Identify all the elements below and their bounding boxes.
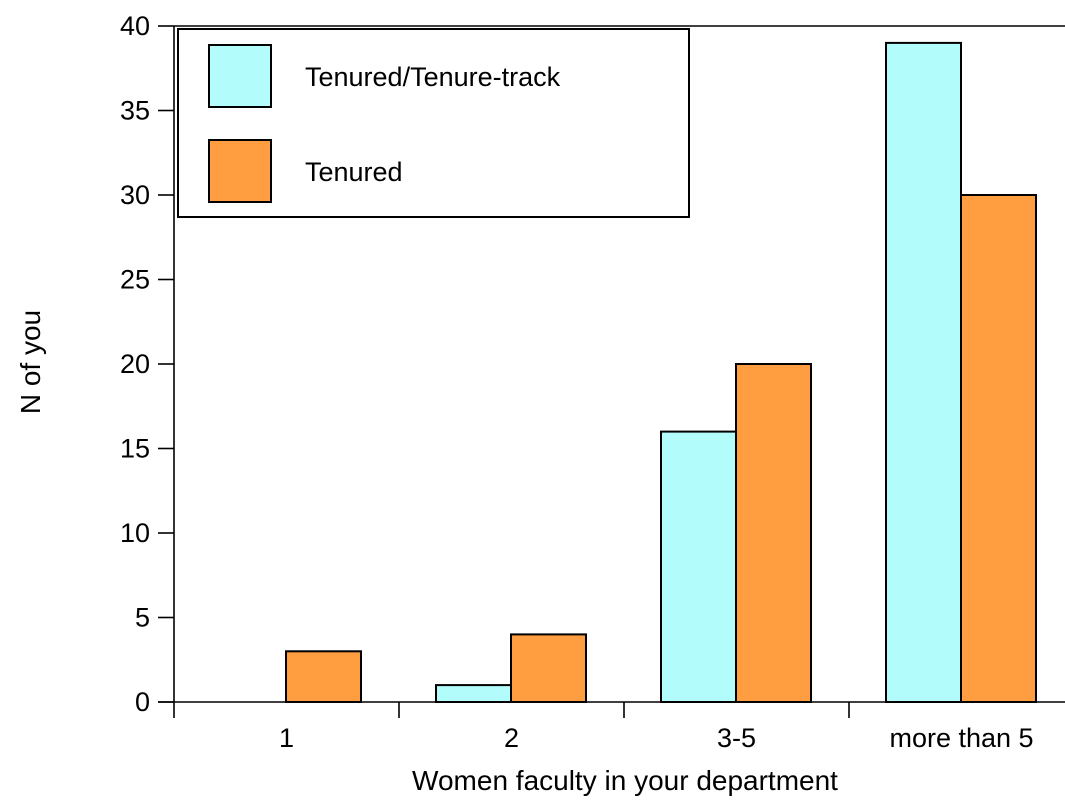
x-tick-label: 1 (279, 723, 294, 753)
legend-swatch (208, 44, 272, 108)
y-tick-label: 0 (135, 687, 150, 717)
bar-tenure-track (885, 41, 962, 703)
bar-tenured (960, 194, 1037, 703)
y-tick-label: 20 (120, 349, 150, 379)
legend-label: Tenured/Tenure-track (305, 62, 561, 92)
legend-label: Tenured (305, 157, 403, 187)
x-axis-title: Women faculty in your department (412, 765, 838, 796)
y-axis-title: N of you (15, 310, 46, 414)
bar-tenured (510, 633, 587, 704)
plot-area: 0 5 10 15 20 25 30 35 40 1 2 3-5 more than 5 (120, 11, 1065, 753)
bar-tenured (285, 650, 362, 703)
bar-tenure-track (435, 684, 512, 703)
legend-swatch (208, 139, 272, 203)
y-tick-label: 25 (120, 265, 150, 295)
y-tick-label: 35 (120, 96, 150, 126)
bar-tenured (735, 363, 812, 703)
y-tick-label: 40 (120, 11, 150, 41)
x-tick-label: more than 5 (889, 723, 1033, 753)
bar-tenure-track (660, 430, 737, 703)
x-tick-label: 3-5 (717, 723, 756, 753)
y-tick-label: 30 (120, 180, 150, 210)
y-tick-label: 15 (120, 434, 150, 464)
legend: Tenured/Tenure-track Tenured (177, 28, 690, 218)
y-tick-label: 10 (120, 518, 150, 548)
y-tick-label: 5 (135, 603, 150, 633)
x-tick-label: 2 (504, 723, 519, 753)
